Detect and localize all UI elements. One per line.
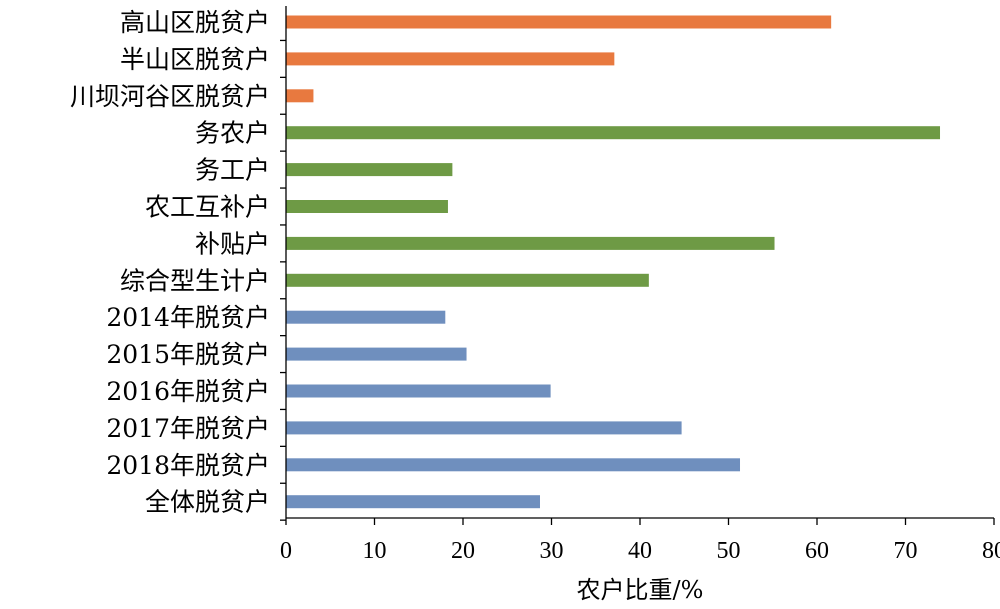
bar-3	[286, 126, 941, 140]
x-tick-label-7: 70	[894, 538, 918, 564]
bar-5	[286, 200, 448, 213]
x-axis-ticks: 0 10 20 30 40 50 60 70 80	[280, 39, 1000, 564]
category-label-2: 川坝河谷区脱贫户	[70, 82, 270, 111]
x-tick-label-1: 10	[363, 538, 387, 564]
bar-4	[286, 163, 453, 177]
category-label-7: 综合型生计户	[120, 266, 270, 295]
category-label-9: 2015年脱贫户	[106, 340, 270, 369]
bar-2	[286, 89, 314, 103]
category-label-6: 补贴户	[195, 229, 270, 258]
bar-6	[286, 236, 775, 250]
x-tick-label-6: 60	[805, 538, 829, 564]
category-label-13: 全体脱贫户	[145, 488, 270, 517]
category-label-0: 高山区脱贫户	[120, 8, 270, 37]
category-label-8: 2014年脱贫户	[106, 303, 270, 332]
x-tick-label-8: 80	[982, 538, 1000, 564]
bar-1	[286, 52, 615, 66]
category-label-1: 半山区脱贫户	[120, 45, 270, 74]
category-label-10: 2016年脱贫户	[106, 377, 270, 406]
bar-13	[286, 495, 540, 509]
bar-9	[286, 347, 467, 361]
bars-layer	[286, 15, 941, 509]
category-label-4: 务工户	[195, 156, 270, 185]
bar-10	[286, 384, 551, 398]
category-labels: 高山区脱贫户半山区脱贫户川坝河谷区脱贫户务农户务工户农工互补户补贴户综合型生计户…	[70, 8, 270, 517]
category-label-3: 务农户	[195, 119, 270, 148]
x-tick-label-5: 50	[717, 538, 741, 564]
axes	[285, 6, 994, 519]
bar-7	[286, 273, 649, 287]
category-label-11: 2017年脱贫户	[106, 414, 270, 443]
category-label-12: 2018年脱贫户	[106, 451, 270, 480]
bar-0	[286, 15, 832, 29]
category-label-5: 农工互补户	[145, 193, 270, 222]
x-tick-label-4: 40	[628, 538, 652, 564]
bar-8	[286, 310, 446, 324]
x-tick-label-2: 20	[451, 538, 475, 564]
x-tick-label-3: 30	[540, 538, 564, 564]
bar-12	[286, 458, 741, 472]
x-axis-title: 农户比重/%	[577, 576, 704, 604]
x-tick-label-0: 0	[280, 538, 292, 564]
bar-11	[286, 421, 682, 435]
